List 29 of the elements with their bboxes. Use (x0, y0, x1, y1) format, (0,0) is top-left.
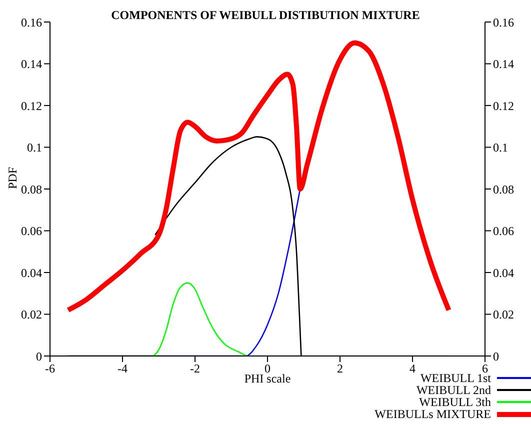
y-tick-label: 0.1 (27, 140, 42, 155)
y2-tick-label: 0.08 (493, 182, 514, 196)
y2-tick-label: 0.06 (493, 224, 514, 238)
y-tick-label: 0.16 (21, 15, 42, 30)
y-tick-label: 0.08 (21, 182, 42, 196)
chart-title: COMPONENTS OF WEIBULL DISTIBUTION MIXTURE (111, 8, 420, 22)
y2-tick-label: 0.16 (493, 15, 514, 30)
x-tick-label: 2 (337, 362, 343, 376)
x-tick-label: -4 (118, 362, 128, 376)
legend-label: WEIBULL 3th (419, 395, 491, 409)
x-tick-label: 4 (410, 362, 416, 376)
y-tick-label: 0.14 (21, 57, 42, 72)
y2-tick-label: 0 (493, 349, 499, 364)
legend-label: WEIBULL 2nd (416, 383, 491, 397)
y2-tick-label: 0.12 (493, 98, 514, 113)
legend-label: WEIBULLs MIXTURE (374, 407, 491, 421)
y2-tick-label: 0.02 (493, 308, 514, 322)
y-tick-label: 0.06 (21, 224, 42, 238)
y2-tick-label: 0.04 (493, 266, 514, 280)
y-tick-label: 0.04 (21, 266, 42, 280)
x-tick-label: 6 (482, 362, 488, 376)
y-tick-label: 0.02 (21, 308, 42, 322)
x-tick-label: -2 (190, 362, 200, 376)
y2-tick-label: 0.14 (493, 57, 514, 72)
x-tick-label: -6 (45, 362, 55, 376)
y-tick-label: 0.12 (21, 98, 42, 113)
y-axis-title: PDF (5, 166, 20, 189)
y-tick-label: 0 (36, 349, 42, 364)
y2-tick-label: 0.1 (493, 140, 508, 155)
